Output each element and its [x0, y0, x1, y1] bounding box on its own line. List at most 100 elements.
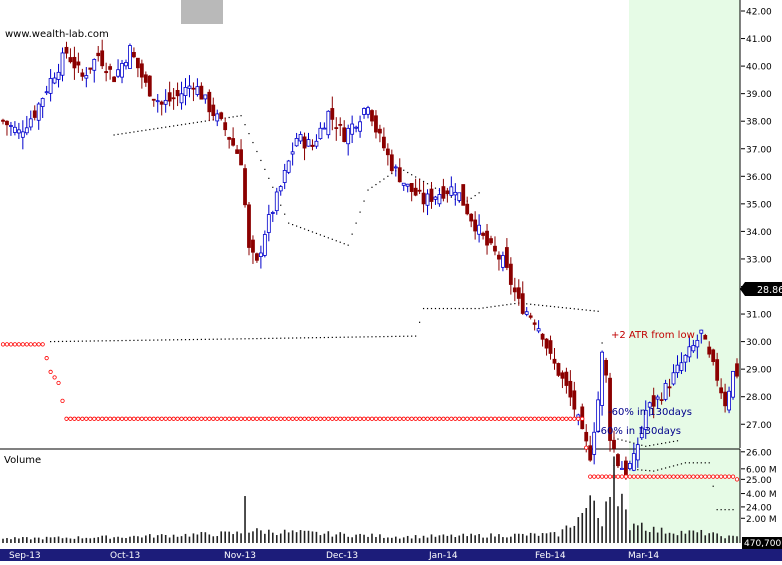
volume-bar [517, 533, 520, 543]
stop-point [196, 121, 199, 123]
candle-body [346, 127, 351, 145]
date-axis-bar [0, 549, 782, 561]
stop-point [454, 307, 456, 310]
stop-point [498, 305, 500, 307]
candle-body [647, 402, 652, 408]
stop-point [268, 177, 270, 179]
stop-point [280, 204, 282, 206]
volume-bar [609, 496, 611, 543]
candle-body [493, 245, 497, 252]
stop-point [458, 307, 460, 310]
stop-point [188, 122, 191, 125]
candle-body [235, 149, 239, 154]
candle-body [108, 66, 113, 70]
stop-point [395, 335, 397, 338]
ring-stop-point [627, 474, 632, 479]
stop-point [157, 339, 159, 341]
candle-body [203, 94, 208, 100]
ring-stop-point [715, 474, 720, 479]
candle-body [655, 396, 660, 400]
stop-point [399, 335, 401, 337]
ring-stop-point [457, 416, 462, 421]
ring-stop-point [730, 474, 736, 479]
ring-stop-point [354, 416, 359, 421]
volume-bar [569, 527, 572, 543]
candle-body [485, 230, 489, 246]
stop-point [339, 336, 341, 338]
ring-stop-point [548, 416, 553, 421]
ring-stop-point [405, 416, 410, 421]
ring-stop-point [437, 416, 442, 421]
volume-bar [708, 533, 711, 543]
candle-body [663, 383, 668, 400]
ring-stop-point [647, 474, 652, 479]
date-label: Oct-13 [110, 551, 140, 561]
volume-bar [494, 536, 496, 543]
ring-stop-point [115, 416, 121, 421]
candle-body [497, 254, 501, 260]
ring-stop-point [512, 416, 517, 421]
volume-bar [319, 535, 322, 543]
volume-bar [232, 534, 234, 543]
candle-body [389, 154, 394, 172]
ring-stop-point [286, 416, 291, 421]
ring-stop-point [306, 416, 311, 421]
watermark: www.wealth-lab.com [5, 29, 109, 40]
candle-body [96, 52, 101, 57]
volume-bar [692, 530, 695, 543]
stop-point [371, 186, 373, 188]
ring-stop-point [453, 416, 458, 421]
volume-bar [637, 525, 639, 543]
ring-stop-point [266, 416, 271, 421]
ring-stop-point [417, 416, 422, 421]
volume-bar [514, 533, 516, 543]
stop-point [240, 115, 242, 117]
volume-bar [295, 532, 298, 543]
stop-point [85, 340, 87, 342]
volume-bar [33, 537, 36, 543]
volume-bar [77, 536, 80, 543]
price-tick-label: 33.00 [746, 255, 772, 265]
candle-body [76, 61, 81, 66]
stop-point [299, 337, 302, 339]
ring-stop-point [695, 474, 700, 479]
candle-body [588, 445, 593, 461]
stop-point [335, 336, 337, 338]
candle-body [501, 255, 505, 268]
stop-point [200, 121, 202, 123]
volume-bar [351, 537, 353, 543]
volume-bar [339, 532, 342, 543]
candle-body [159, 101, 164, 105]
stop-point [415, 176, 417, 178]
stop-point [307, 229, 310, 232]
volume-bar [660, 527, 663, 543]
ring-stop-point [108, 416, 113, 421]
candle-body [56, 71, 61, 80]
stop-point [355, 336, 357, 338]
price-tick-label: 24.00 [746, 503, 772, 513]
price-tick-label: 35.00 [746, 200, 772, 210]
candle-body [362, 108, 366, 115]
volume-bar [172, 534, 175, 543]
ring-stop-point [270, 416, 275, 421]
volume-bar [490, 533, 492, 543]
stop-point [664, 467, 667, 469]
stop-point [331, 238, 333, 240]
ring-stop-point [734, 477, 740, 482]
stop-point [661, 468, 663, 470]
ring-stop-point [334, 416, 339, 421]
ring-stop-point [496, 416, 502, 421]
stop-point [716, 509, 718, 511]
stop-point [585, 309, 587, 311]
volume-bar [188, 536, 191, 543]
candle-body [552, 358, 557, 364]
candle-body [397, 167, 402, 183]
volume-bar [553, 532, 556, 543]
stop-point [252, 338, 254, 340]
stop-point [422, 307, 425, 310]
price-grid [741, 10, 745, 508]
volume-bar [145, 535, 147, 543]
stop-point [173, 339, 175, 341]
ring-stop-point [361, 416, 367, 421]
volume-bar [307, 530, 310, 543]
